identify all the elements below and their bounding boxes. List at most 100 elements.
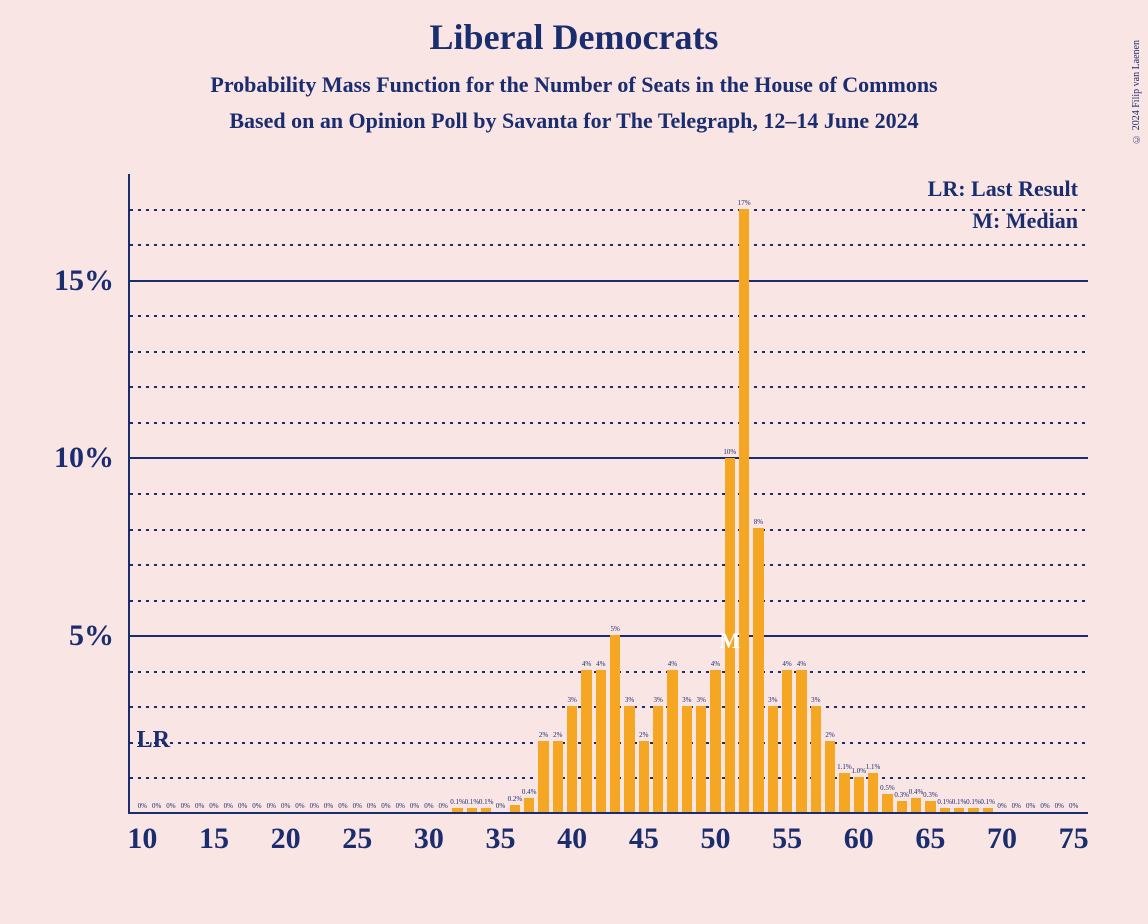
bar-value-label: 4% [596,660,605,670]
bar-value-label: 3% [682,696,691,706]
bar: 4% [596,670,606,812]
x-axis-tick-label: 40 [557,822,587,856]
bar-value-label: 4% [582,660,591,670]
x-axis-tick-label: 35 [486,822,516,856]
bar-value-label: 0% [1040,802,1049,812]
grid-minor [130,386,1088,388]
bar-value-label: 0% [1026,802,1035,812]
bar: 5% [610,635,620,812]
bar: 0.4% [524,798,534,812]
chart-subtitle-1: Probability Mass Function for the Number… [0,58,1148,98]
bar: 0.1% [481,808,491,812]
bar: 0.5% [882,794,892,812]
bar: 4% [796,670,806,812]
bar-value-label: 0% [1012,802,1021,812]
bar: 1.0% [854,777,864,812]
bar-value-label: 0.3% [923,791,938,801]
last-result-marker: LR [137,727,170,754]
bar: 2% [825,741,835,812]
bar-value-label: 1.0% [851,767,866,777]
bar-value-label: 0% [238,802,247,812]
bar: 0.1% [954,808,964,812]
y-axis-tick-label: 15% [54,264,114,298]
bar-value-label: 0% [997,802,1006,812]
bar-value-label: 4% [797,660,806,670]
grid-minor [130,244,1088,246]
bar-value-label: 3% [696,696,705,706]
chart-title: Liberal Democrats [0,0,1148,58]
bar-value-label: 3% [653,696,662,706]
x-axis-tick-label: 30 [414,822,444,856]
bar-value-label: 0% [181,802,190,812]
bar-value-label: 0% [410,802,419,812]
bar-value-label: 0% [439,802,448,812]
chart-subtitle-2: Based on an Opinion Poll by Savanta for … [0,98,1148,134]
bar: 4% [710,670,720,812]
x-axis-tick-label: 60 [844,822,874,856]
bar-value-label: 5% [610,625,619,635]
bar: 0.3% [925,801,935,812]
bar: 1.1% [868,773,878,812]
grid-minor [130,529,1088,531]
legend-m: M: Median [972,208,1078,234]
bar: 0.1% [452,808,462,812]
y-axis-tick-label: 5% [69,619,114,653]
grid-major [130,635,1088,637]
bar-value-label: 0.3% [894,791,909,801]
bar-value-label: 3% [811,696,820,706]
bar: 1.1% [839,773,849,812]
y-axis [128,174,130,814]
bar-value-label: 4% [668,660,677,670]
grid-minor [130,706,1088,708]
bar-value-label: 0.1% [952,798,967,808]
bar-value-label: 0% [1055,802,1064,812]
bar-value-label: 0% [138,802,147,812]
bar-value-label: 0% [338,802,347,812]
bar-value-label: 2% [553,731,562,741]
y-axis-tick-label: 10% [54,441,114,475]
bar-value-label: 2% [825,731,834,741]
bar: 3% [567,706,577,812]
x-axis [128,812,1088,814]
bar-value-label: 0% [496,802,505,812]
bar-value-label: 2% [639,731,648,741]
grid-minor [130,600,1088,602]
bar: 4% [782,670,792,812]
bar: 4% [581,670,591,812]
x-axis-tick-label: 10 [127,822,157,856]
bar-value-label: 0% [209,802,218,812]
copyright-text: © 2024 Filip van Laenen [1131,40,1142,144]
bar: 0.1% [983,808,993,812]
bar-value-label: 0.1% [450,798,465,808]
bar-value-label: 0% [267,802,276,812]
bar: 3% [624,706,634,812]
grid-major [130,280,1088,282]
x-axis-tick-label: 15 [199,822,229,856]
grid-minor [130,422,1088,424]
bar-value-label: 0.4% [522,788,537,798]
bar-value-label: 0.1% [937,798,952,808]
bar: 2% [553,741,563,812]
bar-value-label: 3% [625,696,634,706]
bar-value-label: 1.1% [837,763,852,773]
bar-value-label: 0.1% [479,798,494,808]
bar: 0.1% [968,808,978,812]
bar-value-label: 0.4% [909,788,924,798]
bar-value-label: 0% [166,802,175,812]
bar: 3% [682,706,692,812]
bar-value-label: 3% [568,696,577,706]
bar: 2% [538,741,548,812]
bar-value-label: 0% [195,802,204,812]
x-axis-tick-label: 25 [342,822,372,856]
grid-minor [130,493,1088,495]
chart-plot-area: 5%10%15%10152025303540455055606570750%0%… [128,174,1088,814]
bar: 0.2% [510,805,520,812]
bar-value-label: 0% [295,802,304,812]
bar: 0.4% [911,798,921,812]
bar-value-label: 0% [224,802,233,812]
bar: 3% [768,706,778,812]
bar-value-label: 10% [723,448,736,458]
median-marker: M [719,628,740,654]
bar-value-label: 0% [310,802,319,812]
legend-lr: LR: Last Result [928,176,1078,202]
